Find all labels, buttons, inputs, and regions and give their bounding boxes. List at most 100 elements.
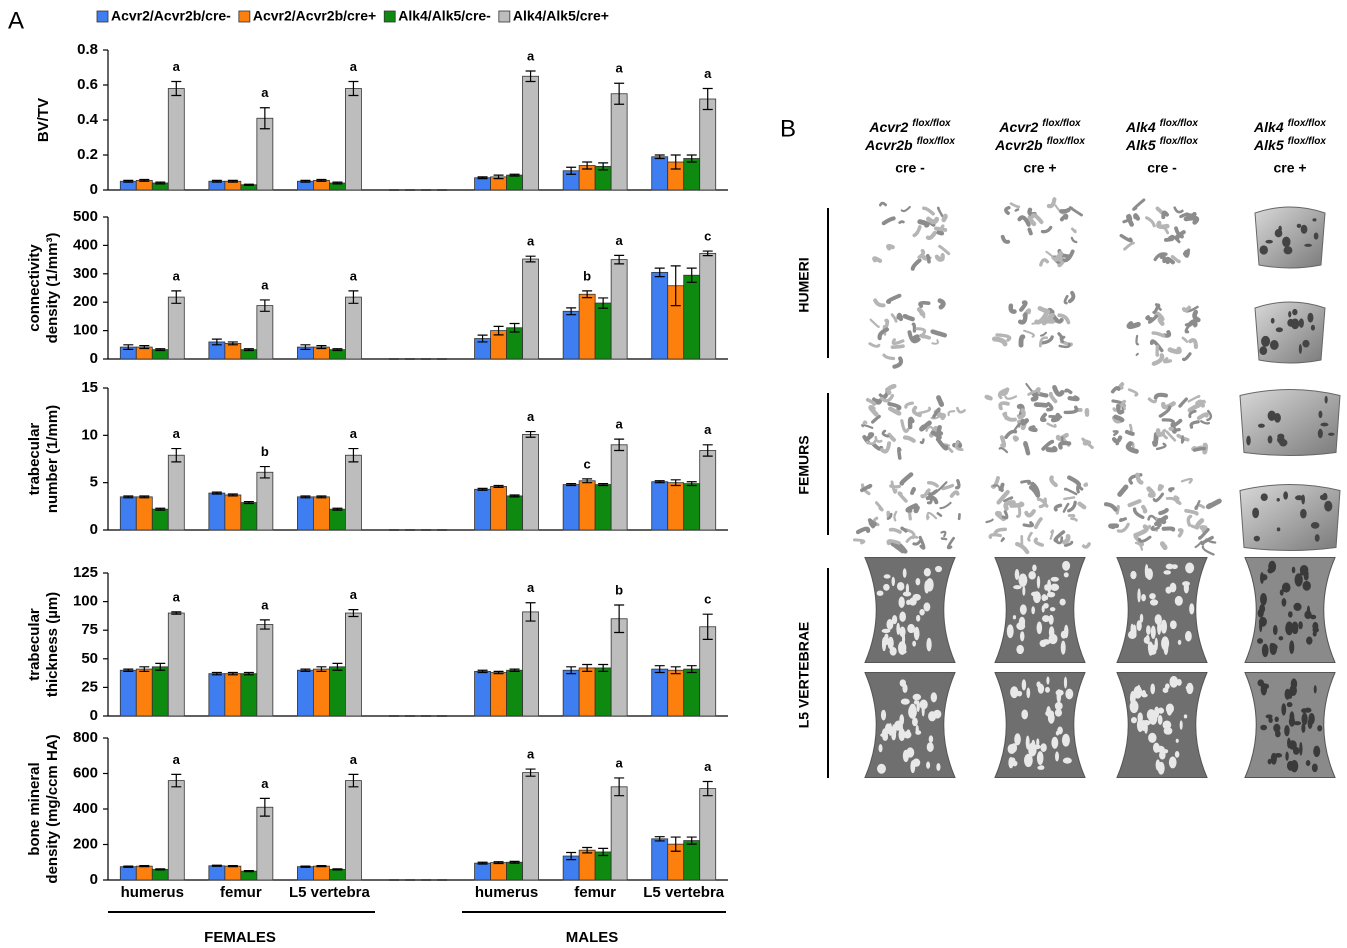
bone-pore — [1051, 577, 1059, 582]
y-tick-label: 500 — [73, 208, 98, 225]
trabecula — [937, 255, 943, 259]
bone-pore — [1315, 534, 1320, 542]
trabecula — [870, 522, 874, 526]
bone-pore — [1268, 561, 1276, 573]
bar — [579, 294, 595, 359]
bar — [241, 871, 257, 880]
bar — [507, 670, 523, 716]
bone-pore — [879, 744, 883, 752]
bar — [168, 297, 184, 359]
trabecula — [871, 407, 877, 414]
annotation: a — [616, 61, 624, 76]
trabecula — [1057, 320, 1062, 322]
trabecula — [888, 541, 899, 543]
trabecula — [916, 508, 917, 511]
bone-pore — [1288, 611, 1293, 617]
trabecula — [902, 474, 911, 483]
trabecula — [1121, 236, 1131, 241]
bar — [700, 789, 716, 880]
trabecula — [1021, 302, 1026, 309]
trabecula — [924, 208, 933, 214]
bone-pore — [1036, 738, 1039, 746]
trabecula — [1186, 511, 1197, 514]
trabecula — [1158, 430, 1163, 434]
error-bar — [316, 866, 326, 867]
trabecula — [1064, 497, 1074, 498]
bone-pore — [1042, 639, 1051, 645]
bone-pore — [1279, 636, 1284, 640]
bone-pore — [1008, 744, 1016, 754]
bone-pore — [907, 624, 915, 633]
bone-pore — [1289, 640, 1294, 654]
trabecula — [1120, 487, 1126, 494]
annotation: a — [527, 234, 535, 249]
bone-pore — [1169, 756, 1177, 768]
genotype: flox/flox — [1160, 136, 1199, 147]
trabecula — [1157, 208, 1161, 212]
trabecula — [1163, 420, 1173, 424]
trabecula — [952, 492, 958, 496]
x-tick-label: femur — [220, 884, 262, 901]
annotation: b — [583, 268, 591, 283]
bar — [345, 613, 361, 716]
legend-label: Acvr2/Acvr2b/cre+ — [253, 8, 376, 24]
bar — [120, 497, 136, 530]
annotation: a — [173, 268, 181, 283]
bar — [329, 869, 345, 880]
bar — [329, 667, 345, 716]
y-tick-label: 0 — [90, 350, 98, 367]
annotation: a — [704, 759, 712, 774]
y-tick-label: 0 — [90, 871, 98, 888]
trabecula — [1040, 308, 1048, 311]
trabecula — [1021, 337, 1023, 345]
trabecula — [1036, 405, 1046, 406]
trabecula — [877, 503, 883, 510]
bone-image — [986, 477, 1089, 552]
bone-pore — [936, 763, 940, 771]
y-axis-label: number (1/mm) — [44, 405, 61, 513]
bar — [579, 850, 595, 880]
trabecula — [1159, 486, 1162, 490]
trabecula — [1170, 489, 1173, 491]
annotation: a — [173, 426, 181, 441]
trabecula — [1048, 448, 1055, 450]
trabecula — [899, 315, 901, 319]
bone-pore — [1050, 584, 1059, 591]
trabecula — [914, 408, 920, 415]
bone-pore — [1300, 571, 1309, 575]
bone-pore — [1280, 589, 1284, 595]
bone-pore — [1146, 625, 1151, 635]
trabecula — [1188, 516, 1190, 525]
trabecula — [1135, 215, 1138, 218]
bone-pore — [1038, 684, 1044, 694]
y-tick-label: 0 — [90, 181, 98, 198]
bone-pore — [1045, 710, 1054, 717]
trabecula — [920, 303, 929, 306]
trabecula — [1161, 255, 1164, 261]
column-header: cre - — [895, 160, 925, 176]
column-header: cre + — [1023, 160, 1056, 176]
bone-pore — [1308, 718, 1313, 729]
trabecula — [1152, 527, 1158, 530]
trabecula — [1164, 529, 1174, 530]
trabecula — [1159, 520, 1164, 524]
gene: Acvr2 — [998, 119, 1038, 135]
y-axis-label: thickness (µm) — [44, 592, 61, 697]
bone-pore — [926, 638, 931, 652]
trabecula — [1070, 208, 1081, 215]
bone-pore — [1289, 711, 1294, 723]
bone-pore — [931, 692, 937, 702]
bone-pore — [1295, 573, 1303, 586]
error-bar — [123, 866, 133, 867]
bone-pore — [909, 598, 917, 606]
bone-pore — [1175, 751, 1180, 758]
trabecula — [1025, 443, 1028, 453]
trabecula — [1208, 501, 1219, 507]
trabecula — [1136, 336, 1138, 344]
bone-pore — [1176, 739, 1179, 743]
trabecula — [894, 512, 896, 521]
annotation: a — [527, 48, 535, 63]
genotype: flox/flox — [1047, 136, 1086, 147]
trabecula — [874, 258, 880, 260]
trabecula — [891, 486, 900, 487]
